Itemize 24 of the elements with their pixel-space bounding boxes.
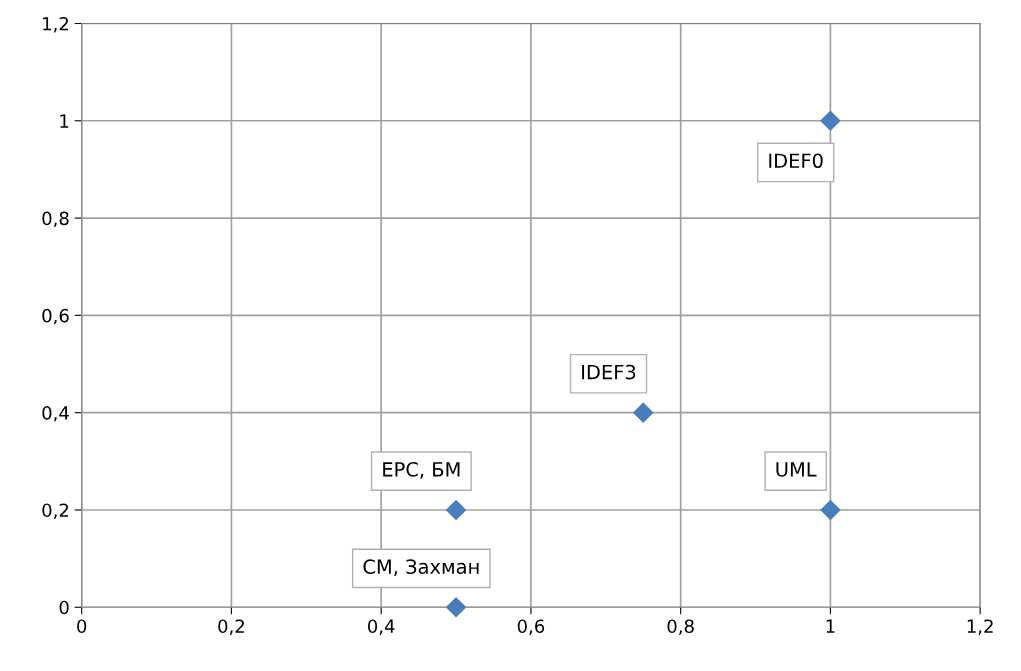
x-tick-label: 0,6 [517, 619, 545, 635]
y-tick-label: 0,6 [42, 308, 69, 325]
annotation: EPC, БМ [383, 462, 460, 479]
annotation: IDEF3 [582, 364, 636, 380]
annotation: UML [776, 462, 817, 477]
annotation: IDEF0 [769, 153, 823, 169]
y-tick-label: 1,2 [43, 16, 69, 33]
y-tick-label: 0,2 [42, 503, 69, 519]
x-tick-label: 0,4 [368, 619, 395, 635]
x-tick-label: 0,8 [667, 619, 694, 635]
point [446, 499, 467, 520]
x-tick-label: 0,2 [218, 619, 244, 635]
y-tick-label: 0,4 [42, 406, 69, 422]
point [820, 499, 841, 520]
y-tick-label: 0,8 [42, 211, 69, 228]
x-tick-label: 1 [826, 619, 835, 633]
point [446, 597, 467, 618]
x-tick-label: 1,2 [967, 619, 993, 635]
point [633, 402, 654, 423]
point [820, 110, 841, 131]
annotation: CM, Захман [363, 559, 479, 576]
y-tick-label: 0 [59, 600, 69, 615]
y-tick-label: 1 [60, 114, 69, 128]
x-tick-label: 0 [77, 619, 87, 634]
